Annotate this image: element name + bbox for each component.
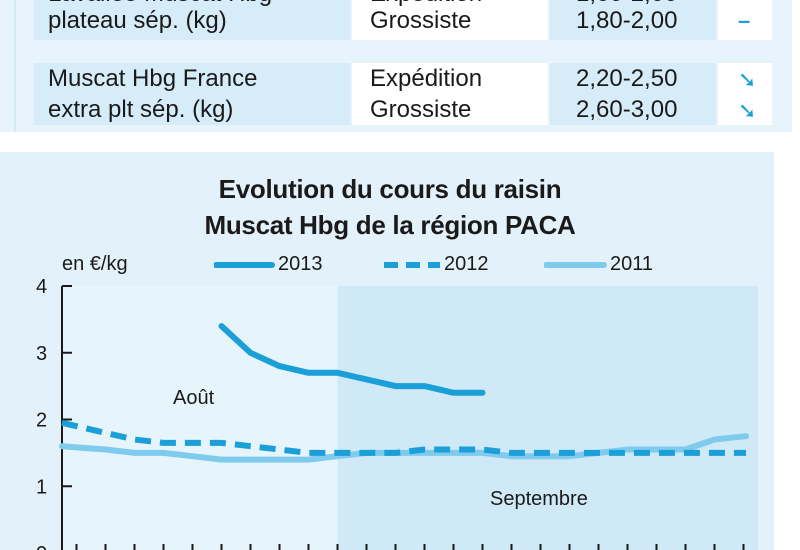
legend-label: 2011	[610, 253, 654, 275]
trend-stable-icon: –	[738, 8, 751, 33]
month-regions	[62, 286, 758, 550]
product-label-line: Muscat Hbg France	[48, 65, 258, 92]
trend-down-icon: ➘	[738, 0, 756, 6]
stage-label: Expédition	[370, 0, 482, 9]
chart-title-line: Evolution du cours du raisin	[218, 174, 562, 204]
legend-label: 2012	[444, 253, 489, 275]
y-axis-unit-label: en €/kg	[62, 253, 128, 275]
product-label-line: extra plt sép. (kg)	[48, 96, 234, 123]
y-tick-label: 4	[36, 276, 47, 298]
series-line-2012	[61, 419, 746, 456]
price-cell: 2,20-2,50 2,60-3,00	[550, 63, 716, 125]
price-cell: 1,60-2,00 1,80-2,00	[550, 0, 716, 40]
stage-cell: Expédition Grossiste	[352, 63, 548, 125]
price-table: Lavallée Muscat Hbg plateau sép. (kg) Ex…	[0, 0, 792, 132]
month-label: Septembre	[490, 488, 588, 510]
legend-item-2013: 2013	[214, 253, 374, 277]
y-tick-label: 0	[36, 543, 47, 550]
stage-cell: Expédition Grossiste	[352, 0, 548, 40]
y-tick-label: 2	[36, 410, 47, 432]
y-tick-label: 1	[36, 476, 47, 498]
series-lines	[59, 323, 749, 463]
trend-down-icon: ➘	[738, 67, 757, 92]
price-value: 1,80-2,00	[576, 7, 678, 34]
legend-swatch	[384, 262, 440, 268]
legend-label: 2013	[278, 253, 323, 275]
price-value: 2,20-2,50	[576, 65, 678, 92]
table-rule	[14, 0, 16, 132]
product-cell: Muscat Hbg France extra plt sép. (kg)	[34, 63, 350, 125]
product-cell: Lavallée Muscat Hbg plateau sép. (kg)	[34, 0, 350, 40]
product-label-line: plateau sép. (kg)	[48, 7, 227, 34]
chart-labels: Août Septembre 0 1 2 3 4	[36, 276, 588, 550]
product-label-line: Lavallée Muscat Hbg	[48, 0, 272, 9]
legend-item-2011: 2011	[544, 253, 704, 277]
series-line-2013	[218, 323, 486, 396]
axes	[61, 285, 745, 550]
legend-swatch	[544, 262, 607, 268]
legend-swatch	[214, 262, 275, 268]
y-tick-label: 3	[36, 343, 47, 365]
price-value: 2,60-3,00	[576, 96, 678, 123]
month-region-band	[337, 286, 758, 550]
stage-label: Grossiste	[370, 96, 472, 123]
chart-title-line: Muscat Hbg de la région PACA	[204, 210, 576, 240]
stage-label: Grossiste	[370, 7, 472, 34]
trend-cell: ➘ ➘	[718, 63, 772, 125]
trend-down-icon: ➘	[738, 98, 757, 123]
trend-cell: ➘ –	[718, 0, 772, 40]
price-value: 1,60-2,00	[576, 0, 677, 9]
month-region-band	[62, 286, 338, 550]
stage-label: Expédition	[370, 65, 483, 92]
table-row: Muscat Hbg France extra plt sép. (kg) Ex…	[34, 63, 772, 125]
table-row: Lavallée Muscat Hbg plateau sép. (kg) Ex…	[34, 0, 772, 40]
month-label: Août	[173, 387, 215, 409]
legend-item-2012: 2012	[382, 253, 542, 277]
